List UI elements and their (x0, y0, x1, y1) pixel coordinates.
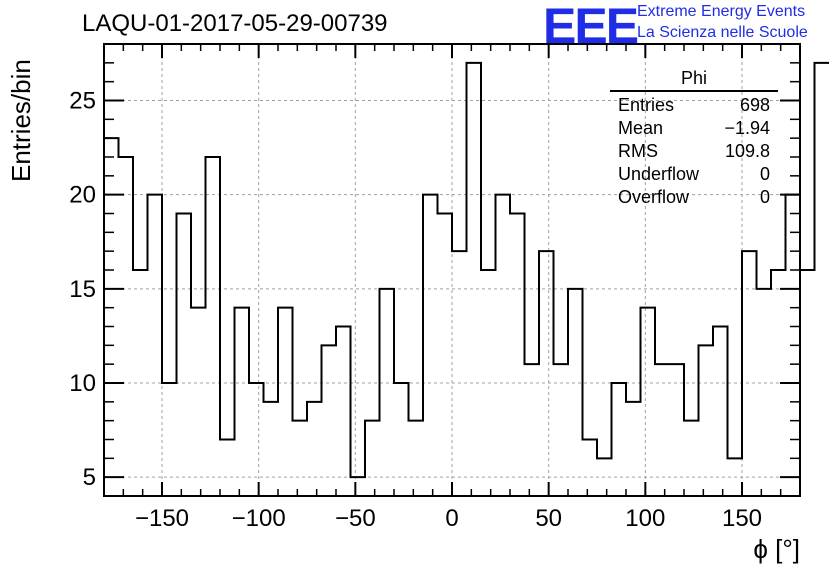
stats-label: Mean (618, 118, 664, 138)
y-axis-label: Entries/bin (6, 59, 36, 182)
histogram-series-line (104, 61, 829, 479)
x-tick-label: 50 (535, 505, 562, 532)
x-axis-label: ϕ [°] (753, 534, 800, 564)
brand-line-2: La Scienza nelle Scuole (637, 24, 808, 41)
stats-row: Entries 698 (610, 94, 778, 117)
axis-ticks (103, 43, 801, 497)
stats-value: 109.8 (724, 141, 770, 161)
stats-row: Overflow 0 (610, 186, 778, 209)
stats-label: RMS (618, 141, 658, 161)
stats-box-title: Phi (610, 68, 778, 92)
stats-row: Underflow 0 (610, 163, 778, 186)
stats-label: Entries (618, 95, 675, 115)
x-tick-label: 150 (722, 505, 762, 532)
x-tick-label: 0 (445, 505, 458, 532)
stats-label: Underflow (618, 164, 700, 184)
y-tick-label: 25 (69, 88, 96, 115)
y-tick-label: 10 (69, 370, 96, 397)
chart-title: LAQU-01-2017-05-29-00739 (82, 10, 388, 37)
stats-value: 698 (739, 95, 770, 115)
eee-logo: EEE (543, 0, 639, 54)
x-tick-label: −50 (335, 505, 376, 532)
x-tick-label: 100 (625, 505, 665, 532)
stats-row: Mean −1.94 (610, 117, 778, 140)
stats-row: RMS 109.8 (610, 140, 778, 163)
stats-label: Overflow (618, 187, 690, 207)
y-tick-label: 20 (69, 182, 96, 209)
stats-box: Phi Entries 698 Mean −1.94 RMS 109.8 Underf… (610, 68, 778, 209)
y-tick-label: 15 (69, 276, 96, 303)
x-tick-label: −150 (135, 505, 189, 532)
stats-value: 0 (759, 164, 770, 184)
axis-tick-labels: −150 −100 −50 0 50 100 150 5 10 15 20 25 (69, 88, 762, 533)
y-tick-label: 5 (83, 464, 96, 491)
stats-value: −1.94 (724, 118, 770, 138)
brand-line-1: Extreme Energy Events (637, 3, 806, 20)
x-tick-label: −100 (232, 505, 286, 532)
stats-value: 0 (759, 187, 770, 207)
